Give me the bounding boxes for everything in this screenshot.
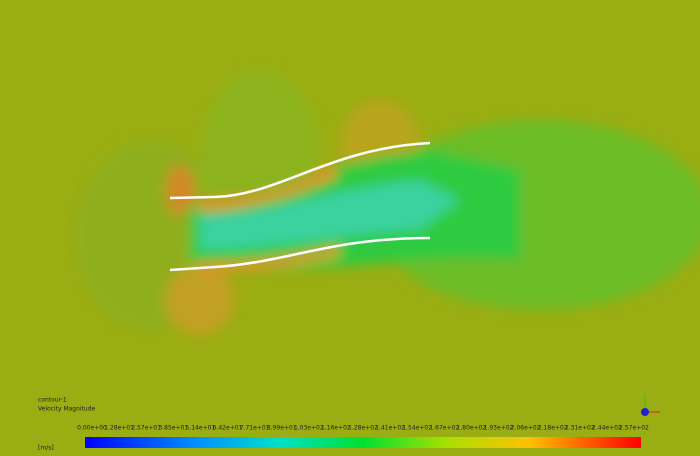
- colorbar-tick-label: 8.99e+01: [267, 425, 297, 432]
- colorbar-tick-label: 1.93e+02: [484, 425, 514, 432]
- colorbar-tick-label: 1.28e+01: [104, 425, 134, 432]
- flow-field: [75, 70, 700, 335]
- axis-triad: [641, 394, 660, 416]
- colorbar-tick-label: 2.44e+02: [592, 425, 622, 432]
- colorbar-tick-label: 1.41e+02: [375, 425, 405, 432]
- blades: [169, 141, 431, 272]
- colorbar-tick-label: 1.16e+02: [321, 425, 351, 432]
- colorbar-tick-label: 2.57e+01: [131, 425, 161, 432]
- colorbar-tick-label: 0.00e+00: [77, 425, 107, 432]
- colorbar-tick-label: 1.54e+02: [402, 425, 432, 432]
- colorbar-tick-label: 6.42e+01: [213, 425, 243, 432]
- colorbar-tick-label: 2.18e+02: [538, 425, 568, 432]
- colorbar-tick-label: 7.71e+01: [240, 425, 270, 432]
- colorbar-tick-label: 2.06e+02: [511, 425, 541, 432]
- legend-name: contour-1: [38, 397, 67, 404]
- colorbar-tick-label: 5.14e+01: [186, 425, 216, 432]
- colorbar-tick-label: 1.03e+02: [294, 425, 324, 432]
- colorbar: [85, 437, 641, 448]
- colorbar-tick-label: 1.80e+02: [457, 425, 487, 432]
- colorbar-tick-label: 1.67e+02: [429, 425, 459, 432]
- legend-quantity: Velocity Magnitude: [38, 406, 96, 413]
- colorbar-tick-label: 2.31e+02: [565, 425, 595, 432]
- colorbar-tick-label: 1.28e+02: [348, 425, 378, 432]
- legend-unit: [m/s]: [38, 445, 54, 452]
- colorbar-tick-label: 2.57e+02: [619, 425, 649, 432]
- colorbar-tick-label: 3.85e+01: [158, 425, 188, 432]
